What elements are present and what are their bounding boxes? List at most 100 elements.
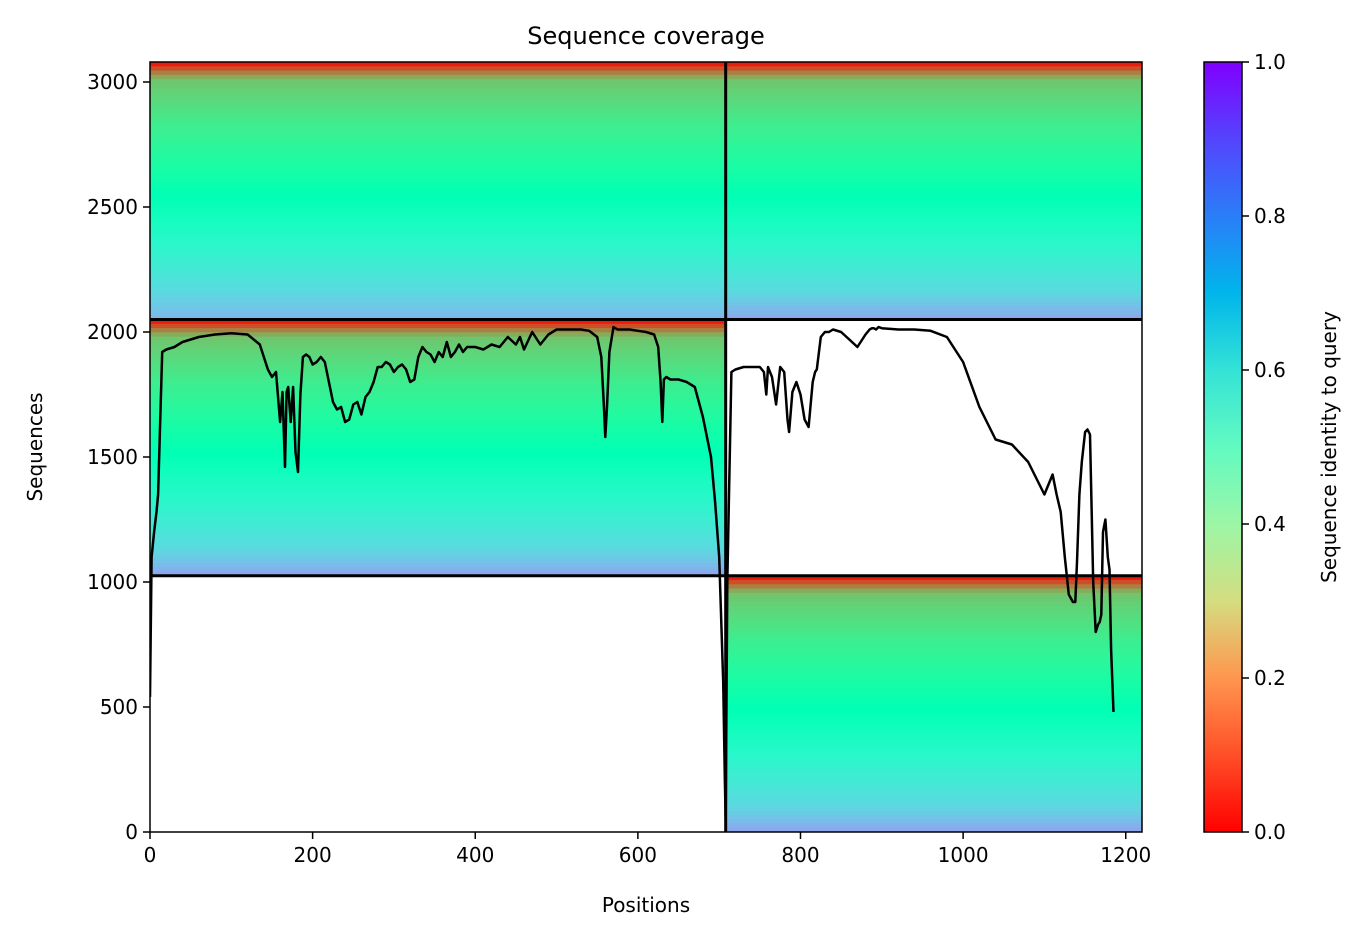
identity-band (725, 182, 1142, 188)
identity-band (150, 190, 726, 196)
identity-band (725, 622, 1142, 628)
identity-band (150, 413, 726, 419)
identity-band (725, 618, 1142, 624)
identity-band (725, 259, 1142, 265)
chart-title: Sequence coverage (527, 22, 764, 50)
colorbar-tick-label: 0.8 (1254, 204, 1286, 228)
identity-band (150, 66, 726, 72)
identity-band (725, 691, 1142, 696)
identity-band (725, 186, 1142, 192)
identity-band (150, 134, 726, 140)
identity-band (150, 434, 726, 440)
identity-band (725, 70, 1142, 76)
identity-band (725, 601, 1142, 607)
identity-band (725, 644, 1142, 649)
identity-band (725, 827, 1142, 832)
identity-band (725, 806, 1142, 812)
identity-band (150, 528, 726, 534)
identity-band (150, 62, 726, 67)
identity-band (725, 306, 1142, 312)
identity-band (725, 686, 1142, 692)
identity-band (725, 750, 1142, 756)
identity-band (150, 160, 726, 166)
colorbar-tick-label: 0.4 (1254, 512, 1286, 536)
x-axis-label: Positions (602, 893, 690, 917)
identity-band (150, 165, 726, 170)
identity-band (150, 289, 726, 295)
identity-band (725, 199, 1142, 205)
identity-band (150, 319, 726, 325)
identity-band (150, 511, 726, 517)
identity-band (725, 772, 1142, 778)
identity-band (725, 285, 1142, 291)
identity-band (150, 370, 726, 376)
identity-band (725, 315, 1142, 321)
identity-band (150, 117, 726, 123)
identity-band (150, 250, 726, 256)
identity-band (725, 776, 1142, 782)
msa-block-3 (150, 319, 726, 577)
identity-band (725, 250, 1142, 256)
identity-band (725, 83, 1142, 89)
identity-band (725, 246, 1142, 252)
msa-block-4 (725, 575, 1142, 832)
identity-band (150, 537, 726, 543)
identity-band (725, 742, 1142, 748)
identity-band (150, 139, 726, 145)
identity-band (150, 375, 726, 380)
identity-band (725, 289, 1142, 295)
identity-band (725, 237, 1142, 243)
identity-band (725, 814, 1142, 820)
identity-band (150, 503, 726, 509)
x-tick-label: 0 (144, 843, 157, 867)
identity-band (725, 207, 1142, 213)
identity-band (150, 104, 726, 110)
colorbar-ticks: 0.0 0.2 0.4 0.6 0.8 1.0 (1242, 50, 1286, 844)
identity-band (150, 199, 726, 205)
identity-band (725, 74, 1142, 80)
identity-band (150, 515, 726, 521)
identity-band (725, 126, 1142, 132)
identity-band (725, 656, 1142, 662)
identity-band (150, 255, 726, 261)
identity-band (725, 605, 1142, 611)
identity-band (150, 507, 726, 513)
identity-band (150, 302, 726, 308)
identity-band (150, 332, 726, 338)
identity-band (150, 229, 726, 235)
identity-band (150, 345, 726, 350)
identity-band (725, 785, 1142, 790)
colorbar-tick-label: 0.6 (1254, 358, 1286, 382)
identity-band (725, 716, 1142, 722)
identity-band (150, 340, 726, 346)
identity-band (150, 237, 726, 243)
identity-band (725, 588, 1142, 594)
identity-band (725, 276, 1142, 282)
identity-band (725, 62, 1142, 67)
identity-band (150, 383, 726, 389)
identity-band (725, 79, 1142, 85)
identity-band (725, 229, 1142, 235)
identity-band (725, 695, 1142, 701)
identity-band (725, 810, 1142, 816)
identity-band (725, 147, 1142, 153)
identity-band (150, 486, 726, 491)
identity-band (150, 567, 726, 573)
identity-band (725, 134, 1142, 140)
identity-band (150, 520, 726, 526)
identity-band (150, 186, 726, 192)
identity-band (725, 729, 1142, 735)
identity-band (725, 802, 1142, 807)
identity-band (150, 464, 726, 470)
identity-band (725, 190, 1142, 196)
identity-band (725, 96, 1142, 102)
identity-band (725, 635, 1142, 641)
identity-band (150, 494, 726, 500)
identity-band (150, 143, 726, 149)
identity-band (725, 639, 1142, 645)
identity-band (150, 477, 726, 483)
identity-band (725, 746, 1142, 752)
identity-band (725, 673, 1142, 679)
identity-band (725, 652, 1142, 658)
identity-band (725, 203, 1142, 209)
